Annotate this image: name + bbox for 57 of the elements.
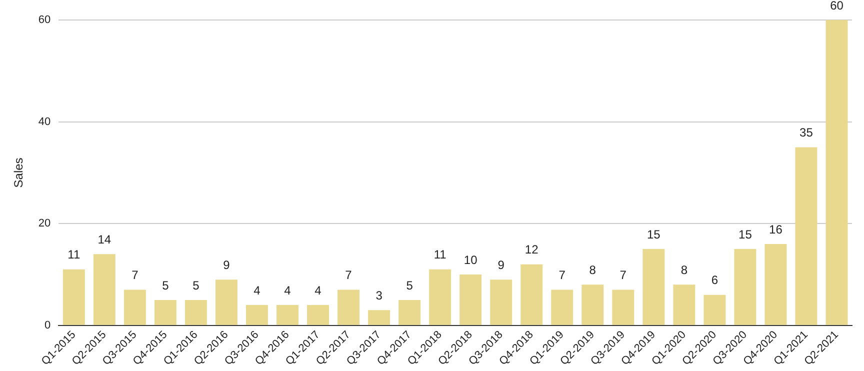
- data-label: 3: [376, 288, 383, 302]
- bar: [62, 269, 85, 325]
- bar: [460, 274, 482, 325]
- bar: [612, 290, 634, 325]
- data-label: 9: [498, 258, 505, 272]
- bar: [734, 249, 756, 325]
- data-label: 5: [192, 278, 200, 292]
- data-label: 16: [769, 222, 783, 236]
- bar: [704, 294, 726, 325]
- y-axis-title: Sales: [12, 158, 26, 188]
- data-label: 7: [132, 268, 139, 282]
- bar: [551, 290, 574, 325]
- bar: [307, 305, 329, 325]
- data-label: 8: [680, 262, 688, 277]
- y-tick-label: 0: [44, 319, 51, 332]
- data-label: 5: [162, 278, 170, 292]
- data-label: 8: [589, 262, 596, 277]
- bar: [124, 290, 146, 325]
- data-label: 10: [464, 252, 478, 267]
- bar: [154, 300, 176, 325]
- data-label: 35: [800, 126, 814, 140]
- data-label: 11: [68, 248, 80, 262]
- bar: [826, 20, 848, 325]
- bar: [398, 300, 421, 325]
- data-label: 15: [738, 227, 752, 242]
- data-label: 9: [223, 258, 230, 272]
- data-label: 7: [558, 268, 566, 282]
- bar: [276, 305, 298, 325]
- bar: [338, 290, 360, 325]
- bar: [246, 305, 268, 325]
- data-label: 7: [620, 268, 627, 282]
- bar: [490, 280, 512, 325]
- data-label: 4: [254, 283, 261, 298]
- data-label: 6: [711, 273, 718, 288]
- y-tick-label: 40: [38, 116, 51, 128]
- data-label: 60: [830, 0, 844, 12]
- data-label: 5: [406, 278, 414, 292]
- bar: [764, 244, 787, 325]
- bar: [93, 254, 116, 325]
- bar: [184, 300, 207, 325]
- bar: [795, 147, 818, 325]
- bar: [673, 284, 696, 325]
- y-tick-label: 60: [38, 14, 51, 26]
- bar: [520, 264, 543, 325]
- data-label: 15: [646, 227, 661, 242]
- data-label: 14: [98, 232, 112, 246]
- y-tick-label: 20: [38, 218, 51, 230]
- data-label: 7: [345, 268, 352, 282]
- bar: [642, 249, 665, 325]
- bar: [368, 310, 390, 325]
- bar: [215, 280, 238, 325]
- bar: [582, 284, 604, 325]
- data-label: 12: [524, 242, 539, 257]
- data-label: 4: [284, 283, 292, 298]
- bar: [429, 269, 452, 325]
- data-label: 11: [434, 248, 447, 262]
- data-label: 4: [314, 283, 322, 298]
